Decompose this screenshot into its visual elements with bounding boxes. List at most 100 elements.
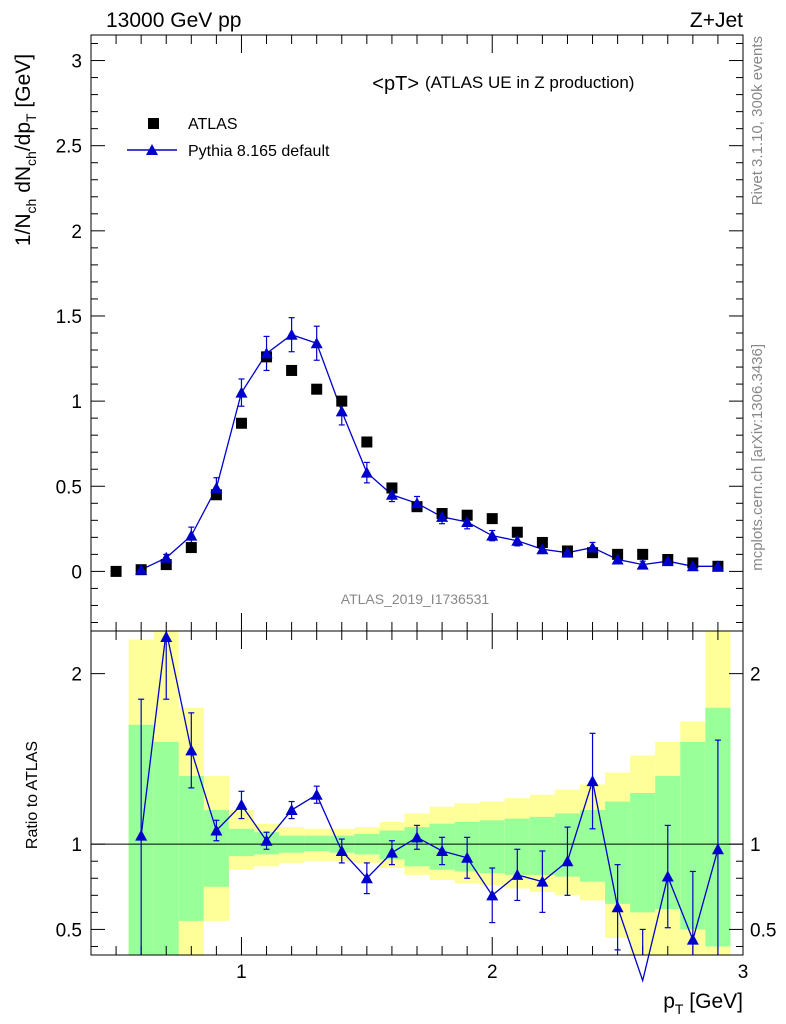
analysis-label: ATLAS_2019_I1736531 [341, 591, 490, 607]
pythia-point [611, 553, 624, 565]
ratio-y-tick-labels: 0.5 0.5 1 1 2 2 [56, 665, 777, 942]
plot-title: <pT> [372, 73, 419, 95]
ratio-y-tick-label: 1 [71, 835, 82, 856]
ratio-green-band [630, 793, 656, 913]
legend: ATLAS Pythia 8.165 default [127, 116, 330, 160]
main-y-tick-labels: 0 0.5 1 1.5 2 2.5 3 [56, 52, 82, 584]
atlas-point [536, 536, 548, 548]
main-y-tick-label: 2 [71, 222, 82, 243]
pythia-point [686, 560, 699, 572]
ratio-pythia-point [185, 744, 198, 756]
header-energy-label: 13000 GeV pp [106, 9, 241, 32]
atlas-point [311, 383, 323, 395]
ratio-y-tick-label: 0.5 [56, 920, 82, 941]
pythia-point [360, 466, 373, 478]
pythia-point [335, 405, 348, 417]
ratio-green-band [228, 828, 254, 857]
atlas-point [386, 482, 398, 494]
pythia-point [461, 516, 474, 528]
ratio-pythia-point [335, 844, 348, 856]
atlas-point [511, 526, 523, 538]
atlas-point [235, 417, 247, 429]
atlas-point [637, 548, 649, 560]
ratio-y-axis-label: Ratio to ATLAS [24, 741, 41, 849]
pythia-point [260, 347, 273, 359]
ratio-x-tick-label: 1 [236, 962, 247, 983]
atlas-point [461, 509, 473, 521]
ratio-pythia-point [611, 901, 624, 913]
main-y-tick-label: 0 [71, 562, 82, 583]
ratio-x-tick-label: 3 [738, 962, 749, 983]
ratio-panel: 0.5 0.5 1 1 2 2 1 2 3 Ratio to ATLAS pT [GeV] [24, 630, 777, 1017]
atlas-point [361, 436, 373, 448]
pythia-point [285, 328, 298, 340]
main-y-tick-label: 1 [71, 392, 82, 413]
mcplots-reference-label: mcplots.cern.ch [arXiv:1306.3436] [749, 344, 766, 571]
ratio-pythia-point [385, 846, 398, 858]
ratio-green-band [479, 820, 505, 874]
pythia-point [310, 337, 323, 349]
ratio-pythia-point [561, 855, 574, 867]
pythia-point [486, 529, 499, 541]
pythia-point [711, 560, 724, 572]
header-process-label: Z+Jet [690, 9, 743, 32]
ratio-pythia-point [711, 843, 724, 855]
main-y-tick-label: 0.5 [56, 477, 82, 498]
ratio-pythia-point [260, 834, 273, 846]
legend-pythia-marker [146, 144, 158, 155]
pythia-line [140, 333, 718, 571]
x-axis-label: pT [GeV] [663, 990, 743, 1017]
atlas-point [587, 547, 599, 559]
pythia-point [436, 510, 449, 522]
ratio-x-tick-label: 2 [487, 962, 498, 983]
main-data-marks [110, 317, 724, 577]
plot-subtitle: (ATLAS UE in Z production) [425, 73, 634, 92]
rivet-version-label: Rivet 3.1.10, 300k events [749, 36, 766, 205]
ratio-pythia-point [210, 824, 223, 836]
ratio-pythia-point [235, 798, 248, 810]
ratio-pythia-point [310, 788, 323, 800]
pythia-point [385, 488, 398, 500]
legend-atlas-marker [148, 118, 159, 129]
atlas-point [160, 559, 172, 571]
ratio-y-tick-label-right: 0.5 [750, 920, 776, 941]
pythia-point [586, 541, 599, 553]
pythia-point [536, 543, 549, 555]
ratio-data-marks [135, 630, 724, 983]
ratio-pythia-point [135, 829, 148, 841]
ratio-pythia-point [661, 870, 674, 882]
pythia-point [235, 386, 248, 398]
ratio-x-tick-labels: 1 2 3 [236, 962, 748, 983]
legend-pythia-label: Pythia 8.165 default [188, 143, 330, 160]
main-y-tick-label: 3 [71, 52, 82, 73]
pythia-point [561, 546, 574, 558]
ratio-green-band [304, 835, 330, 851]
ratio-pythia-point [486, 889, 499, 901]
ratio-pythia-point [411, 831, 423, 843]
main-axis-ticks [91, 35, 743, 631]
main-y-tick-label: 2.5 [56, 137, 82, 158]
ratio-pythia-point [285, 804, 298, 816]
ratio-pythia-point [160, 631, 173, 642]
ratio-uncertainty-bands [91, 631, 743, 955]
ratio-pythia-point [686, 933, 699, 945]
ratio-pythia-point [536, 875, 549, 887]
ratio-pythia-point [511, 868, 524, 880]
ratio-pythia-point [360, 872, 373, 884]
pythia-point [160, 551, 173, 563]
atlas-point [486, 513, 498, 525]
atlas-point [286, 364, 298, 376]
pythia-point [185, 529, 198, 541]
pythia-point [636, 558, 649, 570]
ratio-axis-ticks [91, 631, 743, 955]
ratio-green-band [153, 741, 179, 955]
ratio-pythia-point [461, 851, 474, 863]
ratio-y-tick-label-right: 1 [750, 835, 761, 856]
pythia-point [411, 497, 423, 509]
main-y-tick-label: 1.5 [56, 307, 82, 328]
atlas-point [185, 542, 197, 554]
ratio-y-tick-label: 2 [71, 665, 82, 686]
ratio-pythia-point [436, 844, 449, 856]
main-panel: 0 0.5 1 1.5 2 2.5 3 <pT> (ATLAS UE in Z produc… [12, 34, 744, 632]
pythia-point [210, 481, 223, 493]
